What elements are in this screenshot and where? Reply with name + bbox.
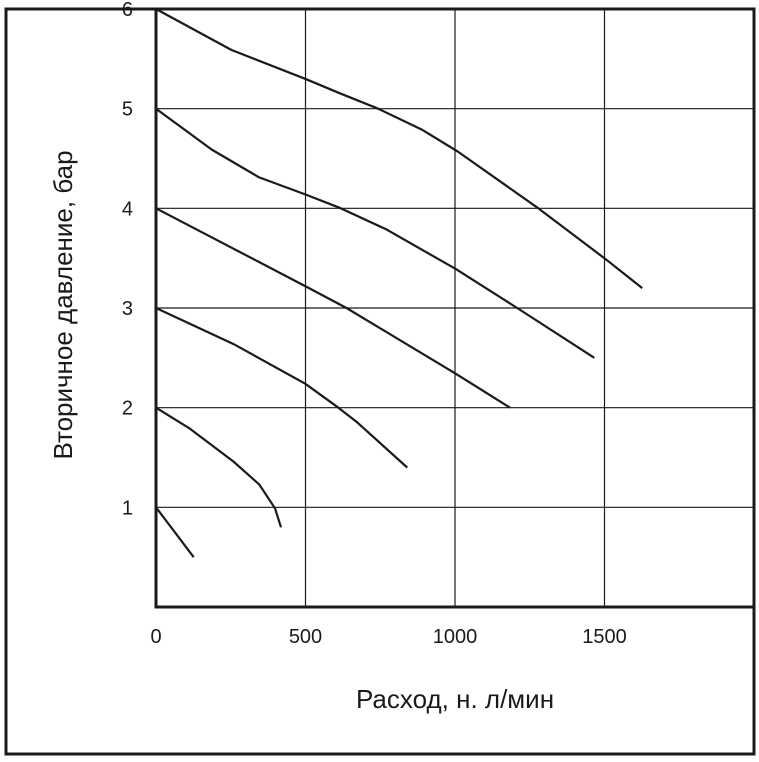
series-group bbox=[155, 8, 643, 558]
series-line-3 bbox=[155, 307, 408, 469]
y-tick-label: 1 bbox=[122, 497, 133, 519]
plot-area-frame bbox=[154, 7, 756, 609]
x-axis-label: Расход, н. л/мин bbox=[356, 684, 554, 714]
y-tick-label: 5 bbox=[122, 99, 133, 121]
outer-frame bbox=[4, 7, 756, 756]
x-tick-label: 1500 bbox=[582, 626, 627, 648]
x-tick-label: 1000 bbox=[433, 626, 478, 648]
x-tick-label: 0 bbox=[150, 626, 161, 648]
series-line-1 bbox=[155, 506, 195, 558]
grid bbox=[156, 9, 754, 607]
y-tick-label: 2 bbox=[122, 398, 133, 420]
y-tick-label: 6 bbox=[122, 0, 133, 21]
series-line-5 bbox=[155, 107, 595, 359]
series-line-6 bbox=[155, 8, 643, 289]
x-tick-label: 500 bbox=[289, 626, 322, 648]
y-tick-label: 4 bbox=[122, 198, 133, 220]
series-line-4 bbox=[155, 207, 511, 409]
y-tick-label: 3 bbox=[122, 298, 133, 320]
x-tick-labels: 0 500 1000 1500 bbox=[150, 626, 626, 648]
y-axis-label: Вторичное давление, бар bbox=[48, 150, 78, 459]
series-line-2 bbox=[155, 406, 283, 528]
y-tick-labels: 1 2 3 4 5 6 bbox=[122, 0, 133, 519]
